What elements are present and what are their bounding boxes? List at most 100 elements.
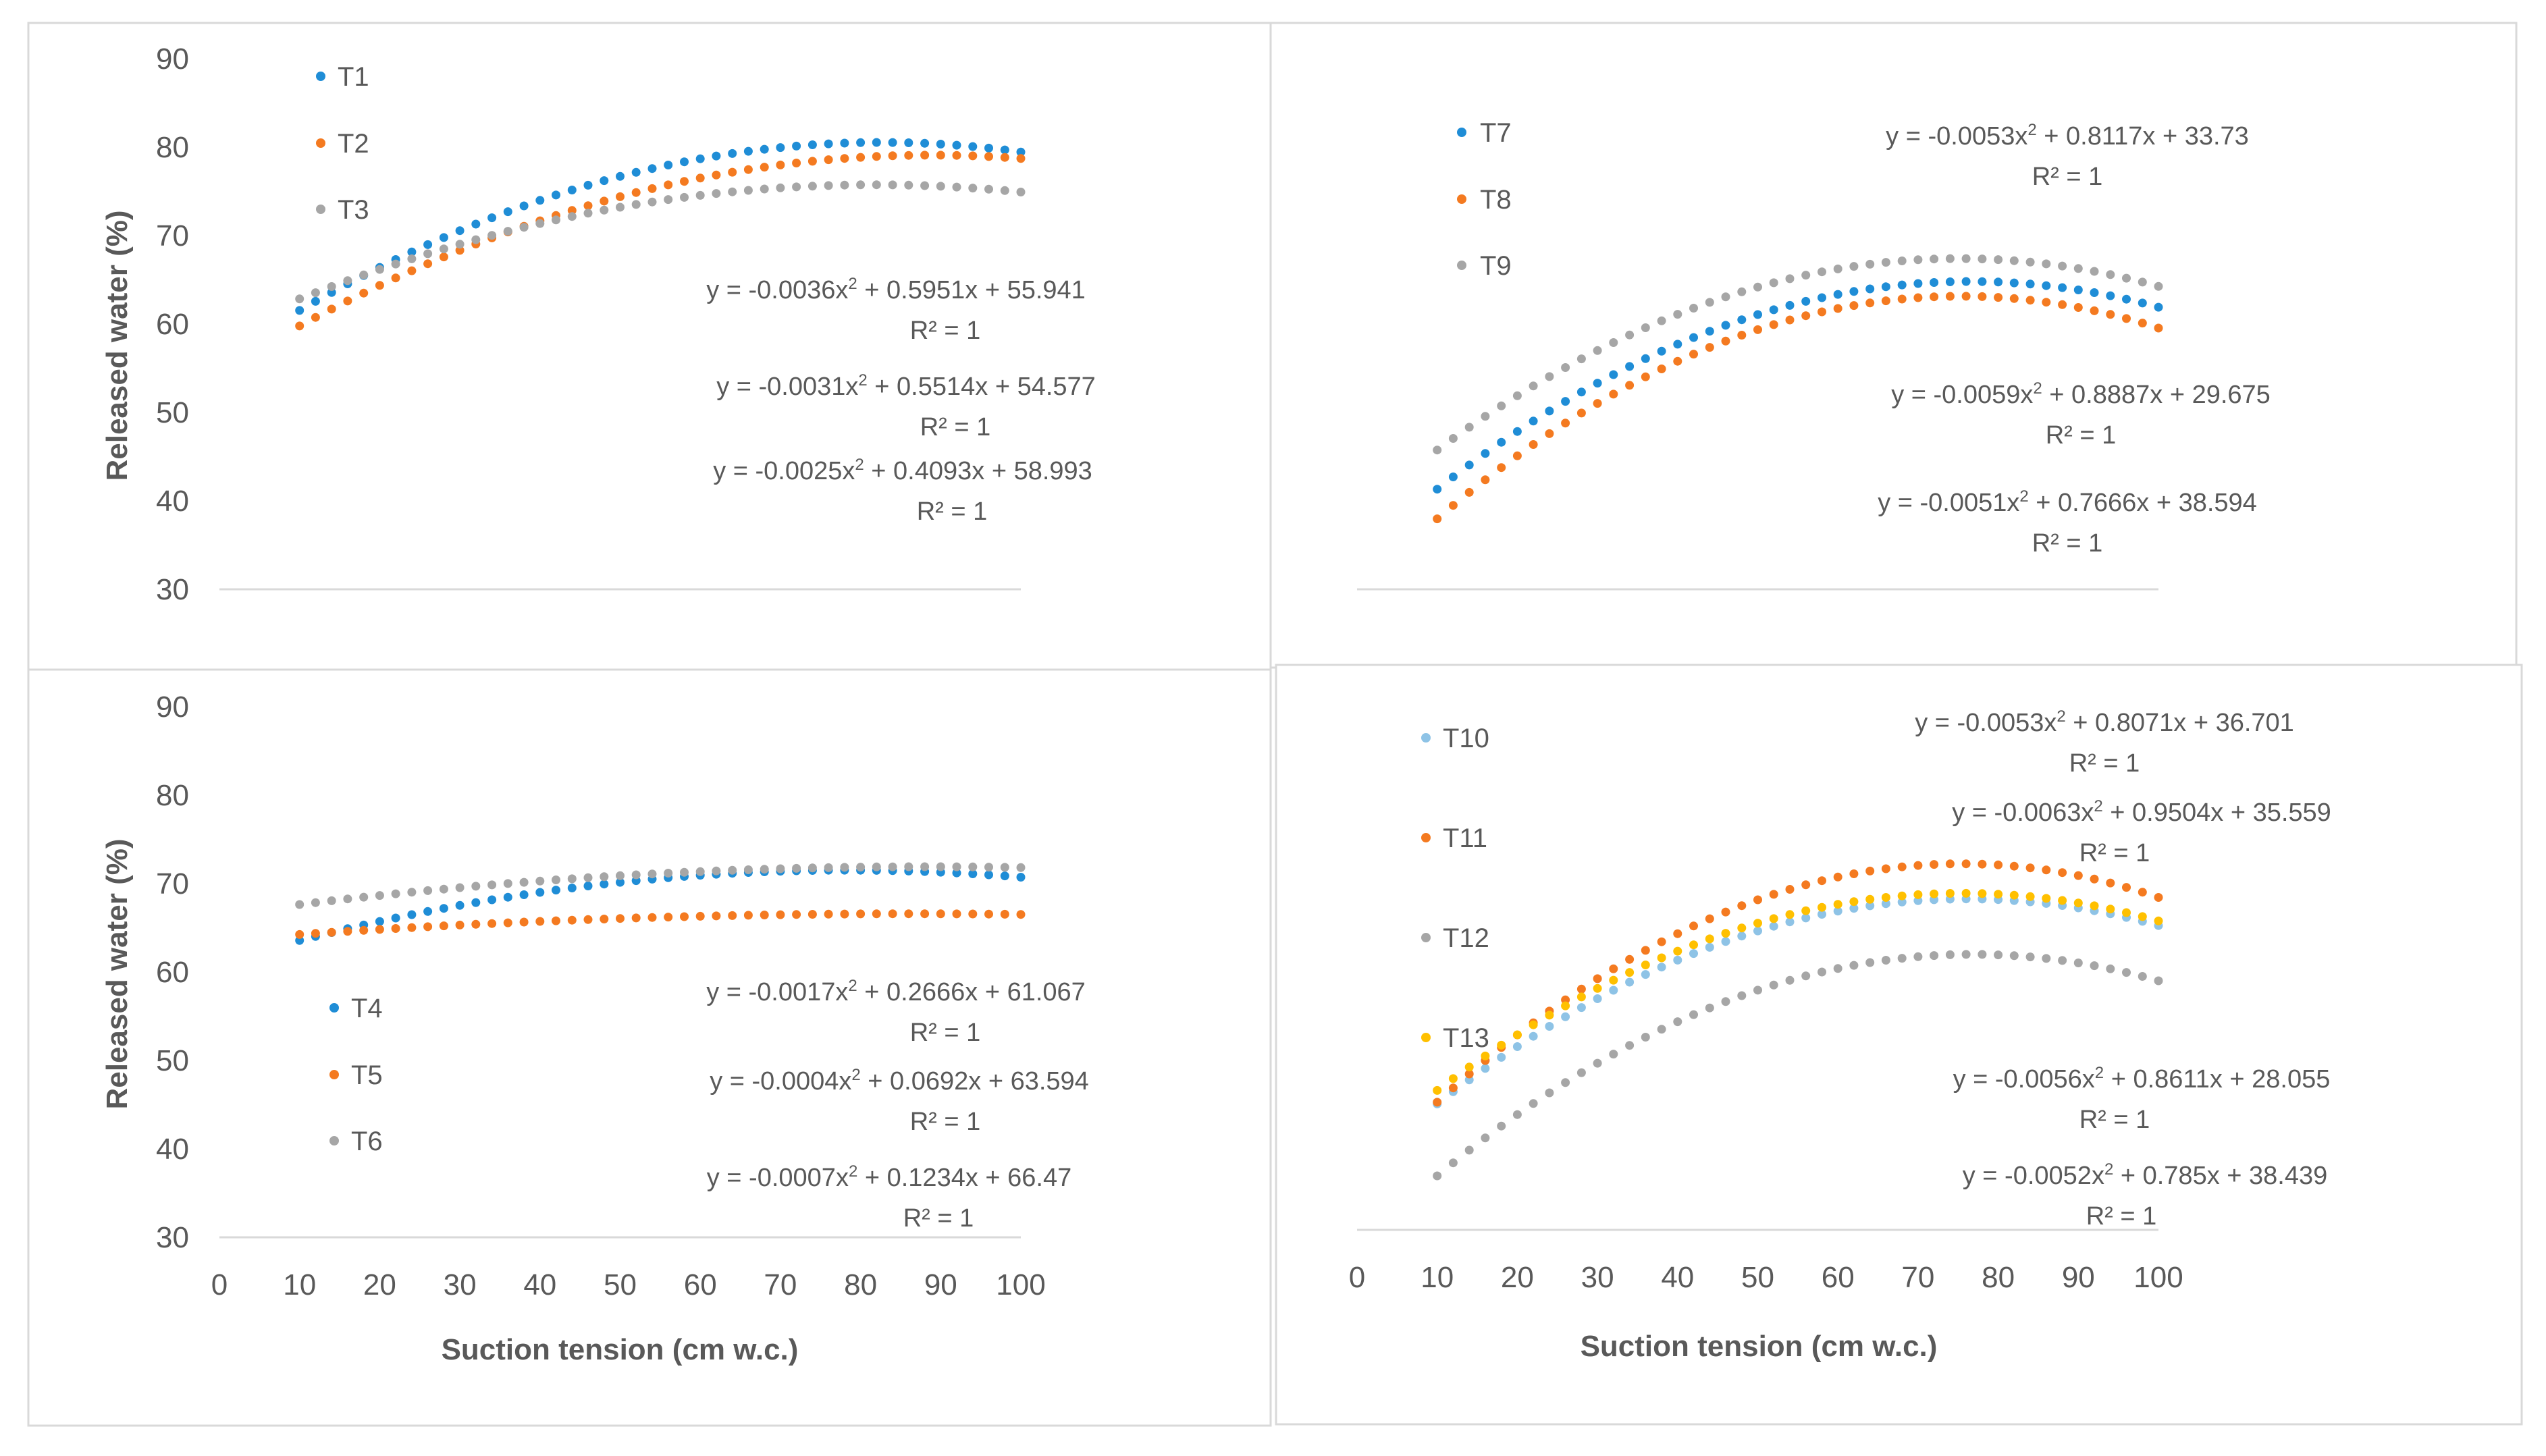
data-point-t11 [1849,869,1859,878]
data-point-t8 [2090,306,2099,315]
data-point-t9 [1529,381,1538,391]
r2-t3: R² = 1 [917,497,988,526]
data-point-t13 [2090,901,2099,911]
data-point-t2 [840,154,849,163]
data-point-t7 [1897,280,1907,290]
data-point-t13 [2073,898,2083,908]
legend-marker-t6 [329,1136,339,1145]
data-point-t8 [1448,501,1458,510]
data-point-t1 [647,164,657,173]
data-point-t10 [1721,937,1730,946]
data-point-t1 [631,167,641,177]
legend-label-t6: T6 [351,1127,383,1156]
data-point-t6 [680,867,689,877]
y-tick-label: 50 [156,1044,189,1077]
data-point-t13 [1961,888,1971,898]
data-point-t6 [343,894,352,904]
data-point-t13 [1464,1062,1474,1072]
data-point-t5 [680,912,689,921]
data-point-t10 [1753,926,1762,936]
data-point-t2 [936,151,945,160]
data-point-t9 [1897,257,1907,265]
data-point-t4 [295,936,304,945]
data-point-t5 [952,909,961,919]
data-point-t5 [712,911,721,921]
data-point-t3 [343,276,352,286]
data-point-t11 [1897,862,1907,871]
data-point-t13 [1849,897,1859,907]
equation-t2: y = -0.0031x2 + 0.5514x + 54.577 [716,371,1096,401]
data-point-t5 [311,929,320,938]
data-point-t8 [1545,429,1554,438]
data-point-t7 [1448,473,1458,481]
data-point-t11 [1881,864,1890,873]
data-point-t7 [1818,293,1826,302]
data-point-t3 [952,182,961,192]
data-point-t10 [1769,921,1778,931]
data-point-t9 [2138,277,2147,287]
data-point-t5 [423,922,433,932]
data-point-t9 [2073,264,2083,273]
data-point-t3 [743,186,753,195]
data-point-t7 [1657,346,1666,356]
data-point-t3 [439,244,448,254]
y-tick-label: 40 [156,1133,189,1166]
data-point-t4 [407,910,417,919]
legend-label-t8: T8 [1480,185,1512,215]
equation-t7: y = -0.0053x2 + 0.8117x + 33.73 [1886,121,2249,151]
data-point-t13 [1481,1051,1490,1060]
data-point-t5 [1016,910,1026,919]
data-point-t4 [391,913,400,923]
legend-label-t1: T1 [338,62,369,92]
data-point-t12 [1865,958,1875,967]
data-point-t11 [1593,974,1602,983]
data-point-t1 [487,213,497,223]
panel-b-frame [1269,22,2518,669]
legend-marker-t1 [316,72,325,81]
data-point-t9 [1481,412,1490,421]
data-point-t2 [920,151,930,160]
data-point-t12 [1512,1110,1522,1119]
panel-b-legend: T7 T8 T9 [1457,118,1512,281]
data-point-t5 [343,927,352,936]
legend-marker-t12 [1421,933,1431,942]
data-point-t1 [760,144,769,154]
data-point-t9 [1994,255,2003,265]
data-point-t12 [1737,991,1747,1000]
data-point-t1 [792,141,801,151]
data-point-t8 [2058,300,2067,309]
data-point-t11 [2042,865,2051,875]
legend-marker-t4 [329,1003,339,1013]
data-point-t13 [1994,890,2003,899]
data-point-t11 [1464,1069,1474,1079]
data-point-t6 [1016,863,1026,872]
data-point-t3 [1000,186,1009,195]
data-point-t6 [760,865,769,874]
data-point-t13 [1753,919,1762,928]
data-point-t5 [487,919,497,928]
data-point-t12 [1657,1025,1666,1034]
x-tick-label: 20 [1501,1261,1534,1294]
data-point-t11 [2154,893,2163,902]
data-point-t13 [1545,1010,1554,1020]
data-point-t5 [792,910,801,919]
series-t10 [1433,894,2163,1108]
data-point-t1 [583,180,593,190]
data-point-t12 [1785,975,1795,985]
x-tick-label: 0 [211,1268,228,1301]
data-point-t3 [455,240,465,249]
data-point-t8 [1945,292,1955,301]
data-point-t11 [1609,964,1618,973]
legend-label-t4: T4 [351,994,383,1023]
data-point-t9 [1448,434,1458,443]
data-point-t12 [1609,1050,1618,1059]
series-t2 [295,151,1026,331]
data-point-t12 [1705,1003,1714,1013]
data-point-t12 [1464,1145,1474,1155]
data-point-t8 [1769,320,1778,329]
panel-a-chart: Released water (%) 30 40 50 60 70 80 90 T1 T2 … [101,43,1096,606]
data-point-t5 [872,909,881,919]
data-point-t3 [904,180,913,190]
legend-label-t10: T10 [1443,724,1489,753]
data-point-t8 [1785,315,1795,325]
